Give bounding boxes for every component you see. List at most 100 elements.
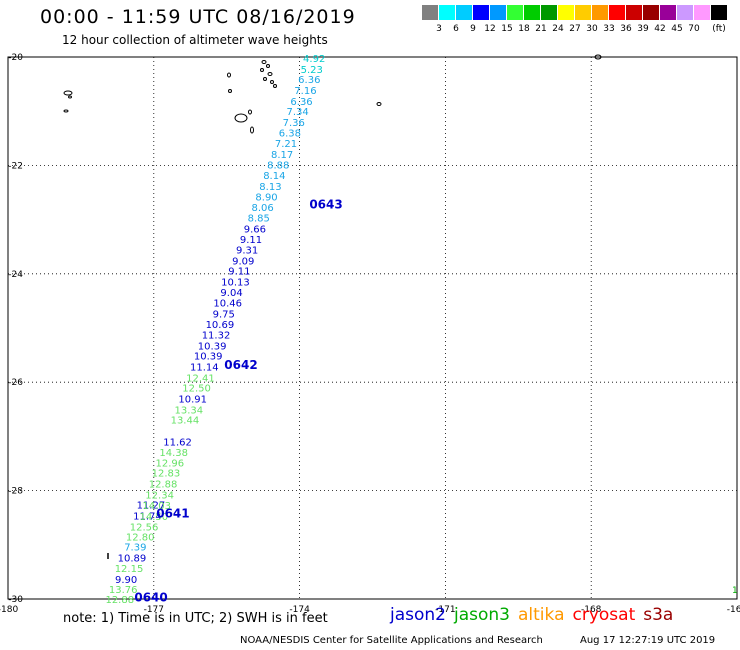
swh-measurement-jason2: 9.75	[213, 309, 235, 320]
pass-label: 0641	[156, 506, 189, 520]
swh-measurement-jason2: 7.16	[294, 86, 316, 97]
legend-label: 39	[637, 24, 649, 34]
island-outline	[248, 109, 252, 115]
swh-measurement-jason2: 7.39	[124, 542, 146, 553]
swh-measurement-jason2: 9.11	[228, 267, 250, 278]
pass-label: 0642	[224, 358, 257, 372]
latitude-tick-label: -28	[8, 487, 23, 497]
swh-measurement-jason2: 10.89	[118, 553, 147, 564]
swh-measurement-jason2: 8.90	[255, 192, 277, 203]
swh-measurement-jason2: 7.36	[283, 118, 305, 129]
legend-swatch	[677, 5, 693, 20]
legend-swatch	[643, 5, 659, 20]
longitude-tick-label: -168	[581, 605, 602, 615]
legend-swatch	[558, 5, 574, 20]
swh-measurement-jason2: 6.36	[290, 97, 312, 108]
swh-measurement-jason2: 8.06	[252, 203, 274, 214]
legend-label: 42	[654, 24, 666, 34]
island-outline	[266, 64, 270, 68]
legend-label: 24	[552, 24, 564, 34]
pass-label: 0640	[134, 590, 167, 604]
swh-measurement-jason3: 12.50	[182, 384, 211, 395]
latitude-tick-label: -22	[8, 161, 23, 171]
legend-label: 15	[501, 24, 513, 34]
swh-measurement-jason3: 14.38	[159, 448, 188, 459]
satellite-legend: jason2 jason3 altika cryosat s3a	[390, 605, 681, 625]
swh-measurement-jason2: 11.32	[202, 331, 231, 342]
swh-measurement-jason2: 11.27	[137, 501, 166, 512]
swh-measurement-jason3: 12.56	[130, 522, 159, 533]
footer-timestamp: Aug 17 12:27:19 UTC 2019	[580, 635, 716, 646]
swh-measurement-jason2: 10.39	[198, 341, 227, 352]
legend-swatch	[711, 5, 727, 20]
legend-swatch	[524, 5, 540, 20]
swh-measurement-jason3: 12.96	[156, 458, 185, 469]
legend-swatch	[439, 5, 455, 20]
legend-swatch	[575, 5, 591, 20]
longitude-tick-label: -165	[727, 605, 740, 615]
legend-label: 3	[436, 24, 442, 34]
swh-measurement-jason2: 8.88	[267, 160, 289, 171]
legend-label: 6	[453, 24, 459, 34]
latitude-tick-label: -24	[8, 270, 23, 280]
swh-measurement-jason2: 9.31	[236, 245, 258, 256]
legend-swatch	[507, 5, 523, 20]
swh-measurement-jason2: 9.90	[115, 575, 137, 586]
swh-measurement-jason3: 14.03	[142, 501, 171, 512]
swh-measurement-jason2: 8.17	[271, 150, 293, 161]
swh-measurement-jason2: 7.34	[287, 107, 309, 118]
latitude-tick-label: -30	[8, 595, 23, 605]
longitude-tick-label: -171	[435, 605, 455, 615]
island-outline	[273, 84, 277, 88]
swh-measurement-jason3: 14.50	[139, 512, 168, 523]
swh-measurement-jason2: 10.39	[194, 352, 223, 363]
legend-label: 18	[518, 24, 530, 34]
pass-label: 0643	[309, 197, 342, 211]
legend-label: 70	[688, 24, 700, 34]
swh-measurement-jason3: 12.83	[152, 469, 181, 480]
swh-measurement-jason3: 12.34	[145, 490, 174, 501]
island-outline	[68, 95, 72, 99]
island-outline	[250, 126, 254, 134]
legend-label: 12	[484, 24, 496, 34]
swh-measurement-jason2: 11.62	[163, 437, 192, 448]
island-outline	[228, 89, 232, 93]
legend-label: 36	[620, 24, 632, 34]
island-outline	[376, 102, 382, 106]
legend-label: 9	[470, 24, 476, 34]
legend-swatch	[694, 5, 710, 20]
swh-measurement-jason2: 5.23	[301, 65, 323, 76]
swh-measurement-jason2: 9.66	[244, 224, 266, 235]
swh-measurement-jason2: 10.69	[206, 320, 235, 331]
longitude-tick-label: -174	[289, 605, 310, 615]
swh-measurement-jason2: 8.85	[248, 213, 270, 224]
swh-measurement-jason3: 12.80	[126, 533, 155, 544]
swh-measurement-jason3: 12.88	[149, 480, 178, 491]
swh-measurement-jason2: 8.13	[259, 182, 281, 193]
map-title: 00:00 - 11:59 UTC 08/16/2019	[40, 6, 356, 28]
legend-swatch	[592, 5, 608, 20]
swh-measurement-jason3: 12.88	[105, 595, 134, 606]
island-outline	[234, 113, 248, 123]
swh-measurement-jason2: 9.04	[220, 288, 242, 299]
legend-unit: (ft)	[712, 24, 726, 34]
swh-measurement-jason3: 12.15	[115, 564, 144, 575]
island-outline	[263, 77, 267, 81]
legend-label: 45	[671, 24, 683, 34]
satellite-label-jason2: jason2	[390, 605, 446, 625]
swh-measurement-jason2: 6.36	[298, 75, 320, 86]
legend-swatch	[490, 5, 506, 20]
swh-measurement-jason3: 13.76	[109, 585, 138, 596]
satellite-label-cryosat: cryosat	[572, 605, 636, 625]
legend-swatch	[609, 5, 625, 20]
swh-measurement-jason2: 10.91	[178, 394, 207, 405]
legend-label: 21	[535, 24, 547, 34]
legend-swatch	[626, 5, 642, 20]
latitude-tick-label: -26	[8, 378, 23, 388]
swh-measurement-jason3: 13.44	[171, 416, 200, 427]
legend-swatch	[422, 5, 438, 20]
satellite-label-altika: altika	[518, 605, 565, 625]
footer-source: NOAA/NESDIS Center for Satellite Applica…	[240, 635, 543, 646]
latitude-tick-label: -20	[8, 53, 23, 63]
